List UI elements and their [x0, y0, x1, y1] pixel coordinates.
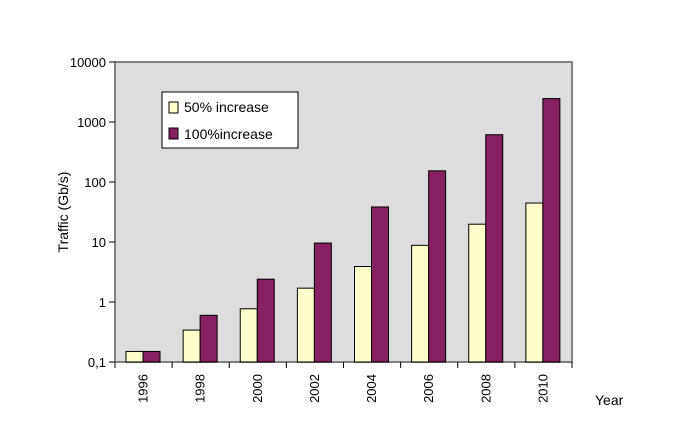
legend-swatch-50 [168, 101, 179, 114]
bar-100-percent [313, 242, 332, 363]
y-tick-label: 10 [92, 235, 106, 250]
legend-swatch-100 [168, 127, 179, 140]
y-tick-label: 0,1 [88, 355, 106, 370]
y-axis: 0,1 1 10 100 1000 10000 [70, 55, 115, 370]
bar-100-percent [542, 98, 561, 363]
y-axis-label: Traffic (Gb/s) [55, 172, 71, 253]
x-tick-label: 1998 [193, 374, 208, 403]
y-tick-label: 1 [99, 295, 106, 310]
legend: 50% increase 100%increase [161, 91, 299, 149]
x-tick-label: 2004 [364, 374, 379, 403]
bar-100-percent [371, 206, 389, 363]
bar-100-percent [428, 170, 447, 363]
bars-group [125, 98, 561, 363]
bar-100-percent [199, 314, 218, 363]
legend-box [161, 91, 299, 149]
x-axis-label: Year [595, 392, 624, 408]
x-tick-label: 2010 [535, 374, 550, 403]
legend-label-100: 100%increase [184, 126, 273, 142]
bar-50-percent [239, 308, 258, 363]
bar-50-percent [411, 244, 430, 363]
bar-100-percent [256, 278, 275, 363]
bar-50-percent [354, 266, 372, 363]
x-tick-label: 2000 [250, 374, 265, 403]
bar-100-percent [485, 134, 504, 363]
x-tick-label: 2008 [478, 374, 493, 403]
y-tick-label: 1000 [77, 115, 106, 130]
y-tick-label: 10000 [70, 55, 106, 70]
bar-50-percent [125, 350, 144, 363]
legend-label-50: 50% increase [184, 99, 269, 115]
x-tick-label: 1996 [136, 374, 151, 403]
bar-50-percent [468, 223, 487, 363]
x-tick-label: 2002 [307, 374, 322, 403]
bar-50-percent [296, 287, 315, 363]
x-tick-label: 2006 [421, 374, 436, 403]
y-tick-label: 100 [84, 175, 106, 190]
bar-50-percent [525, 202, 544, 363]
bar-100-percent [142, 350, 161, 363]
x-axis: 1996 1998 2000 2002 2004 2006 2008 2010 [114, 362, 573, 403]
bar-50-percent [182, 329, 201, 363]
